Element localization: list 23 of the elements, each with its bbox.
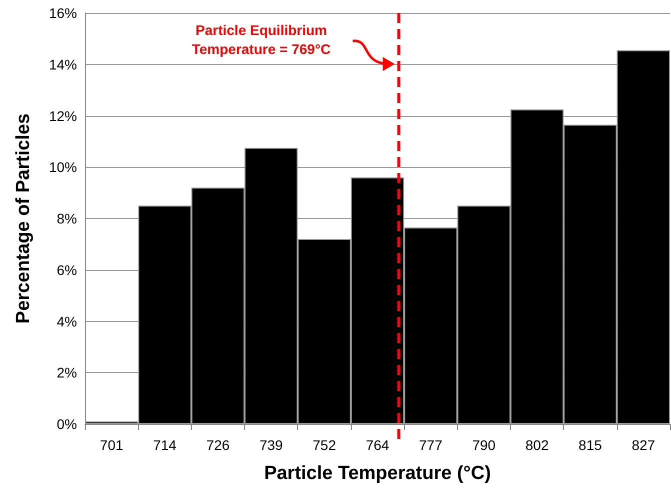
x-tick-label: 802 (525, 437, 549, 453)
y-tick-label: 8% (56, 210, 77, 226)
y-tick-label: 14% (48, 56, 77, 72)
x-tick-label: 739 (259, 437, 284, 453)
y-tick-label: 4% (56, 313, 77, 330)
y-tick-label: 0% (56, 416, 77, 432)
x-tick-label: 726 (206, 437, 230, 453)
y-axis-title: Percentage of Particles (13, 113, 34, 324)
x-tick-label: 764 (366, 437, 390, 453)
x-tick-label: 701 (100, 437, 124, 453)
x-axis-title: Particle Temperature (°C) (264, 463, 491, 484)
y-tick-label: 10% (48, 159, 77, 176)
y-tick-label: 12% (48, 108, 77, 124)
x-tick-label: 827 (632, 437, 656, 453)
y-tick-label: 16% (48, 5, 77, 21)
ref-line-label: Particle Equilibrium Temperature = 769°C (190, 21, 332, 59)
x-tick-label: 777 (419, 437, 443, 453)
x-tick-label: 714 (153, 437, 177, 453)
x-tick-label: 752 (312, 437, 336, 453)
x-tick-label: 815 (578, 437, 602, 453)
x-tick-label: 790 (472, 437, 496, 453)
y-tick-label: 6% (56, 262, 77, 278)
y-tick-label: 2% (56, 364, 77, 381)
